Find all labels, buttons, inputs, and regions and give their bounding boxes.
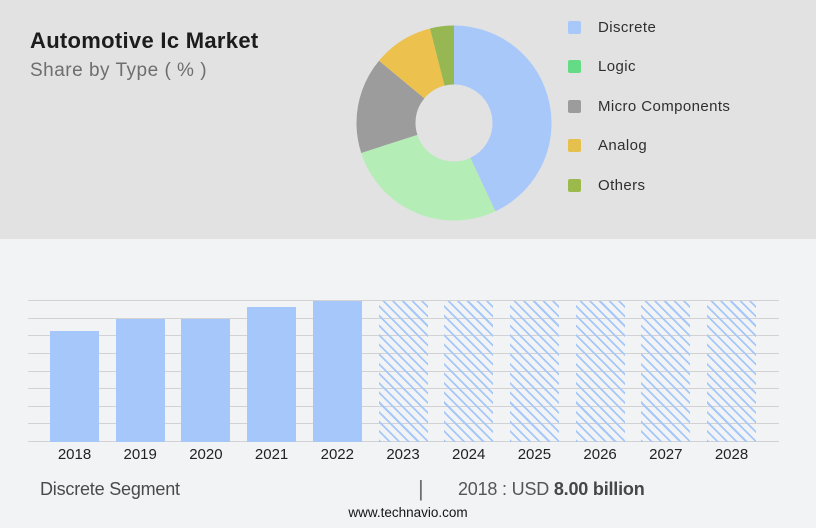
legend-swatch (568, 20, 581, 34)
caption-separator: | (418, 476, 424, 501)
donut-chart (356, 25, 552, 221)
baseline-value: 2018 : USD 8.00 billion (458, 479, 645, 500)
baseline-value-amount: 8.00 billion (553, 479, 645, 499)
legend-item-discrete: Discrete (568, 13, 730, 41)
legend-label: Micro Components (598, 97, 731, 115)
legend-label: Logic (598, 58, 636, 75)
page-title: Automotive Ic Market (30, 28, 259, 53)
legend-swatch (568, 178, 581, 192)
legend-item-others: Others (568, 171, 730, 199)
chart-caption-row: Discrete Segment | 2018 : USD 8.00 billi… (0, 476, 816, 505)
bar-2018 (50, 330, 99, 442)
legend-label: Others (598, 176, 646, 194)
x-axis-label-2021: 2021 (254, 446, 289, 463)
bar-2021 (247, 306, 297, 442)
bar-chart-plot-area (28, 300, 779, 442)
legend-swatch (568, 60, 581, 73)
x-axis-labels: 2018 2019 2020 2021 2022 2023 2024 2025 2026 2027… (28, 446, 779, 466)
legend-swatch (568, 99, 581, 113)
legend-swatch (568, 139, 581, 152)
baseline-value-prefix: 2018 : USD (458, 479, 554, 499)
bar-2024-forecast (444, 301, 494, 442)
donut-slice-micro-components (356, 25, 552, 221)
bar-2028-forecast (707, 301, 756, 442)
x-axis-label-2023: 2023 (386, 446, 420, 463)
legend: Discrete Logic Micro Components Analog Other… (568, 13, 730, 211)
donut-slice-logic (356, 25, 552, 221)
bar-chart-section: 2018 2019 2020 2021 2022 2023 2024 2025 2026 2027… (0, 239, 816, 528)
x-axis-label-2025: 2025 (517, 446, 552, 463)
bar-2019 (115, 318, 165, 442)
header-panel: Automotive Ic Market Share by Type ( % )… (0, 0, 816, 239)
bar-2022 (312, 301, 362, 442)
bar-2027-forecast (641, 301, 691, 442)
x-axis-label-2019: 2019 (123, 446, 157, 463)
x-axis-label-2020: 2020 (189, 446, 223, 463)
gridline (28, 300, 779, 301)
x-axis-label-2022: 2022 (320, 446, 354, 463)
legend-item-analog: Analog (568, 132, 730, 160)
x-axis-label-2028: 2028 (714, 446, 749, 463)
website-url: www.technavio.com (348, 505, 468, 520)
donut-slice-others (356, 25, 552, 221)
donut-chart-svg (356, 25, 552, 221)
x-axis-label-2024: 2024 (452, 446, 486, 463)
bar-2020 (181, 318, 231, 442)
segment-label: Discrete Segment (40, 479, 180, 499)
x-axis-label-2026: 2026 (583, 446, 617, 463)
x-axis-label-2027: 2027 (649, 446, 683, 463)
legend-label: Discrete (598, 18, 657, 36)
legend-item-micro-components: Micro Components (568, 92, 730, 120)
bar-2023-forecast (378, 301, 428, 442)
legend-item-logic: Logic (568, 53, 730, 81)
bar-2026-forecast (575, 301, 625, 442)
x-axis-label-2018: 2018 (57, 446, 92, 463)
page-subtitle: Share by Type ( % ) (30, 60, 208, 81)
bar-2025-forecast (509, 301, 559, 442)
legend-label: Analog (598, 137, 648, 154)
